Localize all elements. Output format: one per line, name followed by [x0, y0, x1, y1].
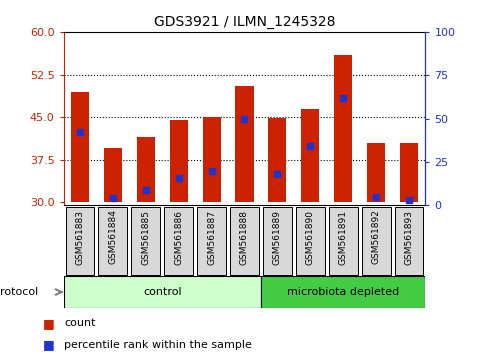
- Point: [273, 171, 281, 177]
- Bar: [263, 207, 291, 275]
- Text: GSM561891: GSM561891: [338, 210, 347, 264]
- Bar: [71, 92, 89, 202]
- Bar: [63, 276, 261, 308]
- Text: GSM561889: GSM561889: [272, 210, 281, 264]
- Bar: [366, 143, 385, 202]
- Text: GSM561884: GSM561884: [108, 210, 117, 264]
- Bar: [65, 207, 94, 275]
- Point: [142, 187, 149, 193]
- Point: [76, 130, 84, 135]
- Point: [404, 197, 412, 203]
- Text: GSM561886: GSM561886: [174, 210, 183, 264]
- Point: [240, 116, 248, 121]
- Text: GSM561885: GSM561885: [141, 210, 150, 264]
- Bar: [98, 207, 127, 275]
- Bar: [229, 207, 259, 275]
- Text: protocol: protocol: [0, 287, 38, 297]
- Bar: [328, 207, 357, 275]
- Bar: [137, 137, 155, 202]
- Bar: [333, 55, 351, 202]
- Text: GSM561893: GSM561893: [404, 210, 413, 264]
- Point: [109, 195, 117, 201]
- Text: count: count: [64, 318, 96, 329]
- Text: GSM561890: GSM561890: [305, 210, 314, 264]
- Point: [339, 95, 346, 101]
- Bar: [399, 143, 417, 202]
- Text: ■: ■: [43, 317, 55, 330]
- Point: [371, 194, 379, 200]
- Bar: [301, 109, 319, 202]
- Bar: [394, 207, 423, 275]
- Text: percentile rank within the sample: percentile rank within the sample: [64, 339, 252, 350]
- Bar: [295, 207, 324, 275]
- Point: [207, 168, 215, 173]
- Bar: [202, 117, 220, 202]
- Text: GSM561892: GSM561892: [371, 210, 380, 264]
- Text: microbiota depleted: microbiota depleted: [286, 287, 399, 297]
- Text: GSM561883: GSM561883: [75, 210, 84, 264]
- Title: GDS3921 / ILMN_1245328: GDS3921 / ILMN_1245328: [153, 16, 335, 29]
- Bar: [268, 118, 286, 202]
- Text: GSM561887: GSM561887: [207, 210, 216, 264]
- Bar: [361, 207, 390, 275]
- Bar: [131, 207, 160, 275]
- Bar: [169, 120, 187, 202]
- Bar: [261, 276, 425, 308]
- Bar: [164, 207, 193, 275]
- Text: GSM561888: GSM561888: [240, 210, 248, 264]
- Bar: [235, 86, 253, 202]
- Text: control: control: [142, 287, 181, 297]
- Bar: [197, 207, 225, 275]
- Bar: [103, 148, 122, 202]
- Point: [306, 143, 314, 149]
- Point: [174, 175, 182, 181]
- Text: ■: ■: [43, 338, 55, 351]
